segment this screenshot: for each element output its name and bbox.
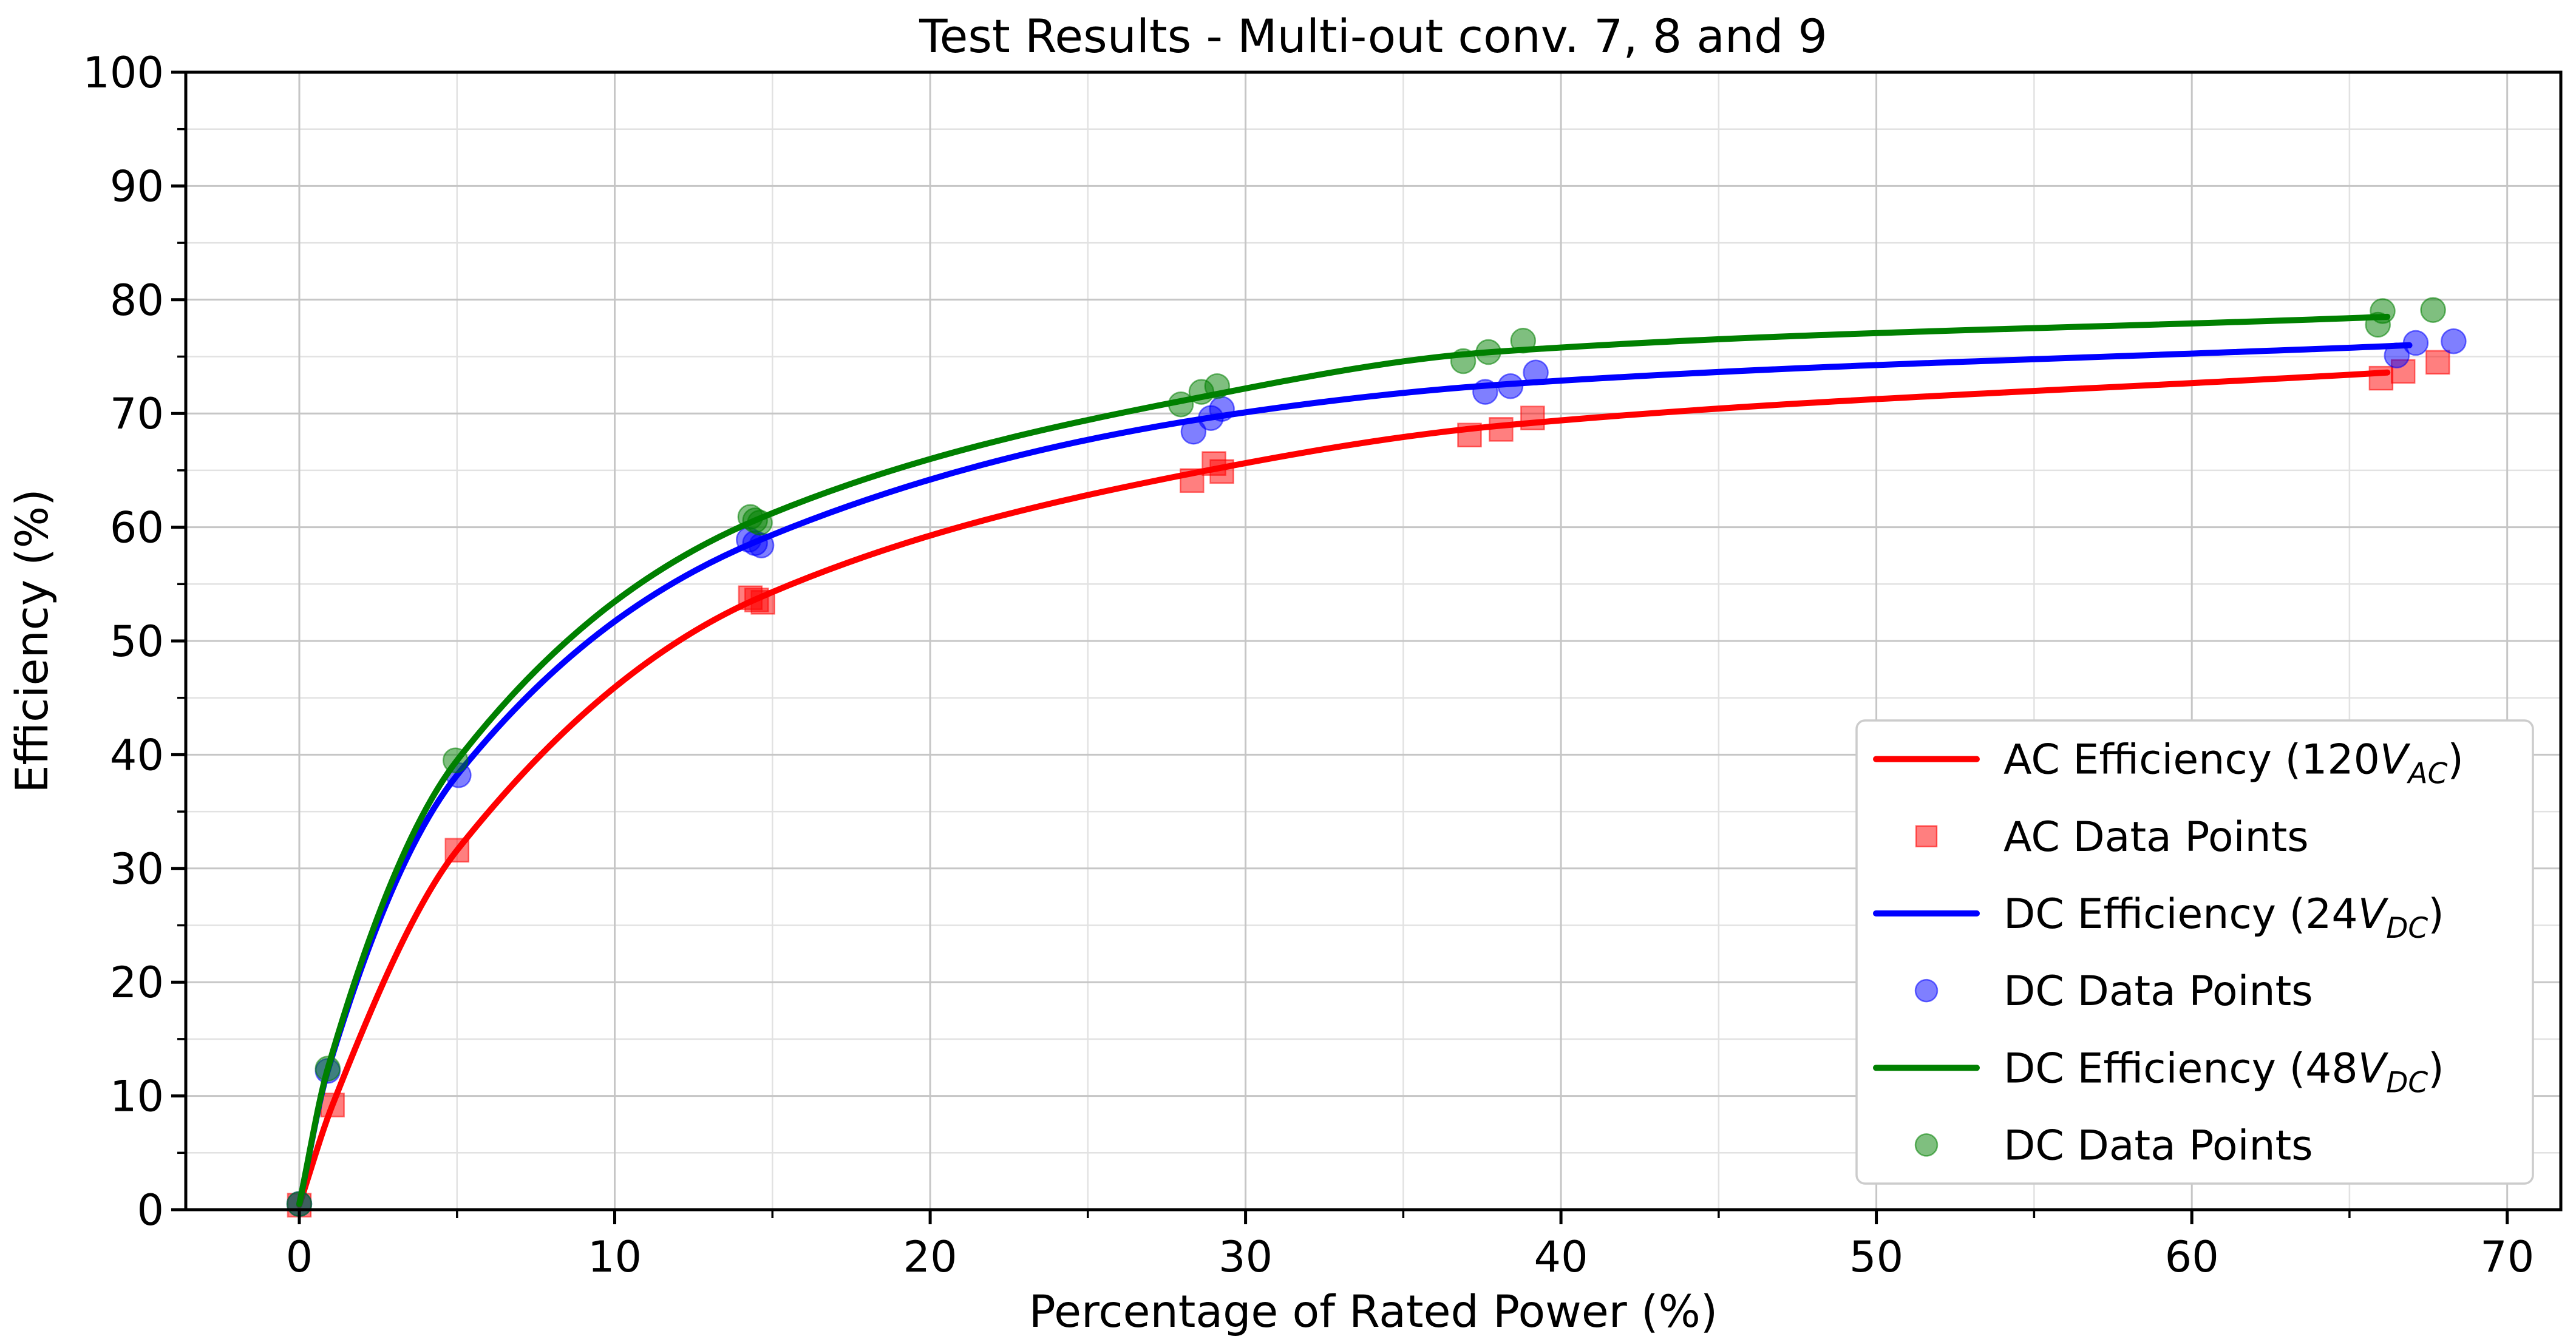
y-tick-label: 80 <box>110 276 164 325</box>
data-point-circle <box>1450 348 1477 374</box>
data-point-circle <box>1167 391 1194 418</box>
y-tick-label: 100 <box>83 48 164 98</box>
data-point-circle <box>2402 330 2429 356</box>
legend-label: AC Efficiency (120VAC) <box>2003 736 2464 791</box>
axis-ticks: 0 10 20 30 40 50 60 70 0 10 20 30 40 50 60 70 80 90 100 <box>83 48 2534 1282</box>
x-tick-label: 30 <box>1218 1232 1273 1282</box>
legend-label: DC Efficiency (24VDC) <box>2003 890 2444 945</box>
y-tick-label: 40 <box>110 730 164 780</box>
dc48-efficiency-line-path <box>296 313 2391 1207</box>
dc48-efficiency-line <box>296 313 2391 1207</box>
legend-circle-marker <box>1914 978 1939 1003</box>
ac-data-points <box>287 350 2450 1218</box>
data-series <box>286 297 2467 1218</box>
data-point-square <box>1457 422 1482 448</box>
x-tick-label: 70 <box>2480 1232 2534 1282</box>
data-point-square <box>1209 459 1234 484</box>
data-point-square <box>444 838 470 863</box>
data-point-circle <box>1475 339 1501 365</box>
y-tick-label: 20 <box>110 958 164 1008</box>
legend-label: DC Data Points <box>2003 968 2313 1015</box>
legend-entry: DC Efficiency (24VDC) <box>1873 890 2444 945</box>
legend-entry: AC Efficiency (120VAC) <box>1873 736 2464 791</box>
data-point-square <box>2425 350 2450 375</box>
legend-entry: DC Data Points <box>1914 968 2313 1015</box>
data-point-square <box>320 1093 345 1117</box>
data-point-circle <box>314 1056 341 1082</box>
data-point-circle <box>2420 297 2446 323</box>
data-point-circle <box>1472 379 1498 405</box>
data-point-circle <box>2441 328 2467 354</box>
chart-title: Test Results - Multi-out conv. 7, 8 and … <box>919 9 1827 63</box>
legend-label: DC Data Points <box>2003 1122 2313 1170</box>
x-tick-label: 50 <box>1849 1232 1903 1282</box>
dc48-data-points <box>286 297 2446 1217</box>
ac-efficiency-line-path <box>296 369 2391 1208</box>
x-tick-label: 60 <box>2165 1232 2219 1282</box>
legend-circle-marker <box>1914 1133 1939 1157</box>
y-tick-label: 90 <box>110 161 164 211</box>
x-tick-label: 40 <box>1534 1232 1588 1282</box>
data-point-circle <box>747 509 773 536</box>
data-point-square <box>1180 468 1205 493</box>
y-tick-label: 60 <box>110 503 164 553</box>
data-point-circle <box>748 532 775 558</box>
dc24-data-points <box>286 328 2467 1217</box>
y-tick-label: 0 <box>137 1185 164 1235</box>
data-point-circle <box>442 747 469 774</box>
x-axis-label: Percentage of Rated Power (%) <box>1029 1286 1718 1338</box>
data-point-square <box>1520 405 1545 430</box>
x-tick-label: 0 <box>286 1232 313 1282</box>
data-point-circle <box>1510 328 1537 354</box>
legend-square-marker <box>1915 825 1938 848</box>
data-point-square <box>750 590 775 615</box>
y-axis-label: Efficiency (%) <box>7 489 58 793</box>
data-point-square <box>2368 365 2394 391</box>
legend-entry: DC Data Points <box>1914 1122 2313 1170</box>
y-tick-label: 50 <box>110 617 164 666</box>
y-tick-label: 70 <box>110 389 164 439</box>
x-tick-label: 10 <box>588 1232 642 1282</box>
data-point-circle <box>1497 373 1524 399</box>
legend-label: DC Efficiency (48VDC) <box>2003 1045 2444 1099</box>
legend-entry: AC Data Points <box>1915 813 2309 861</box>
data-point-circle <box>1204 373 1231 399</box>
legend-entry: DC Efficiency (48VDC) <box>1873 1045 2444 1099</box>
ac-efficiency-line <box>296 369 2391 1208</box>
x-tick-label: 20 <box>903 1232 957 1282</box>
data-point-circle <box>1209 396 1235 422</box>
data-point-circle <box>1180 418 1207 445</box>
y-tick-label: 10 <box>110 1072 164 1122</box>
data-point-square <box>1489 417 1514 442</box>
legend-box <box>1855 719 2534 1185</box>
legend-label: AC Data Points <box>2003 813 2309 861</box>
legend: AC Efficiency (120VAC) AC Data Points DC E… <box>1855 719 2534 1185</box>
data-point-circle <box>2384 342 2410 368</box>
data-point-circle <box>1523 359 1549 385</box>
data-point-circle <box>2370 298 2396 324</box>
y-tick-label: 30 <box>110 844 164 894</box>
